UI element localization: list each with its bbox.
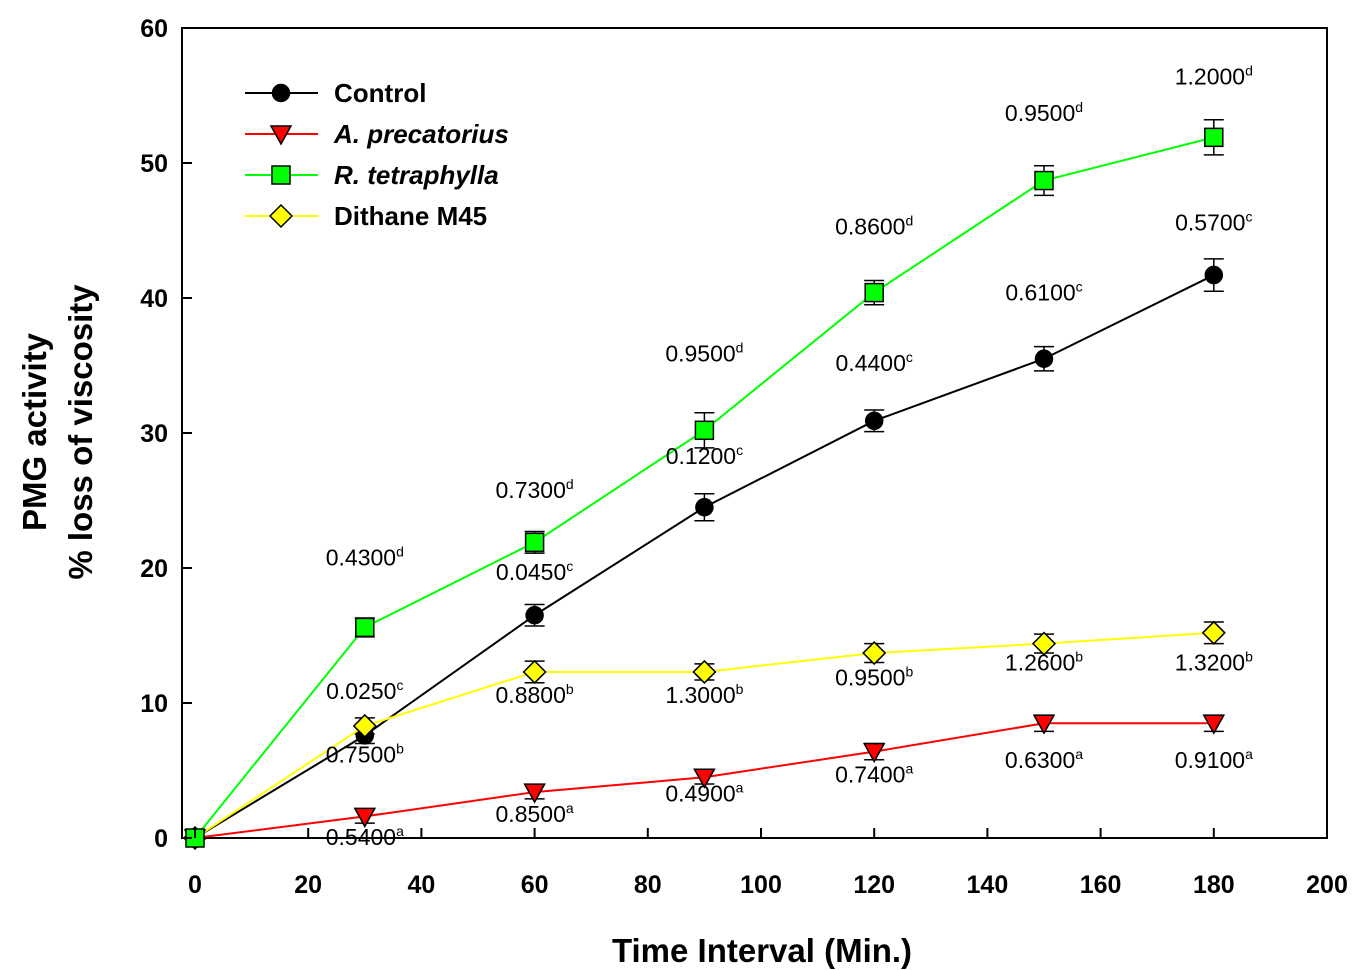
x-tick-label: 120 bbox=[853, 871, 895, 899]
data-point-a-precatorius bbox=[353, 807, 377, 828]
legend-marker bbox=[269, 125, 293, 146]
legend-label: Control bbox=[334, 78, 426, 108]
data-point-control bbox=[695, 498, 714, 517]
x-tick-label: 40 bbox=[407, 871, 435, 899]
data-point-r-tetraphylla bbox=[1034, 170, 1054, 191]
legend-item-dithane-m45: Dithane M45 bbox=[245, 201, 487, 231]
stat-annotation: 0.4300d bbox=[326, 543, 404, 570]
y-tick-label: 10 bbox=[140, 690, 168, 718]
stat-annotation: 0.6100c bbox=[1005, 279, 1082, 306]
legend: Control A. precatorius R. tetraphylla Ditha… bbox=[245, 78, 509, 231]
legend-marker bbox=[271, 83, 291, 103]
legend-item-a-precatorius: A. precatorius bbox=[245, 119, 509, 149]
legend-label: Dithane M45 bbox=[334, 201, 487, 231]
legend-marker bbox=[268, 203, 294, 229]
data-point-a-precatorius bbox=[1032, 714, 1056, 735]
legend-item-control: Control bbox=[245, 78, 426, 108]
x-tick-label: 180 bbox=[1193, 871, 1235, 899]
stat-annotation: 0.8600d bbox=[835, 213, 913, 240]
series-layer bbox=[182, 119, 1226, 851]
stat-annotation: 0.5400a bbox=[326, 823, 404, 850]
data-point-control bbox=[1204, 265, 1224, 285]
x-tick-label: 80 bbox=[634, 871, 662, 899]
data-point-dithane-m45 bbox=[1031, 631, 1057, 656]
stat-annotation: 0.0450c bbox=[496, 558, 573, 585]
x-tick-label: 0 bbox=[188, 871, 202, 899]
axis-layer: 0 20 40 60 80 100 120 140 160 180 200 0 10 20 30 40 50 60 bbox=[140, 15, 1348, 899]
legend-label: R. tetraphylla bbox=[334, 160, 499, 190]
data-point-control bbox=[525, 606, 544, 625]
data-point-r-tetraphylla bbox=[694, 420, 715, 441]
legend-label: A. precatorius bbox=[333, 119, 509, 149]
stat-annotation: 0.8500a bbox=[496, 800, 574, 827]
y-axis-title-line-1: PMG activity bbox=[16, 332, 53, 531]
data-point-a-precatorius bbox=[693, 768, 716, 789]
data-point-control bbox=[1034, 349, 1054, 368]
stat-annotation: 0.7400a bbox=[835, 761, 913, 788]
stat-annotation: 0.4900a bbox=[665, 780, 743, 807]
x-tick-label: 60 bbox=[521, 871, 549, 899]
y-axis-title-line-2: % loss of viscosity bbox=[62, 284, 99, 580]
data-point-control bbox=[864, 411, 884, 431]
x-tick-label: 140 bbox=[967, 871, 1009, 899]
data-point-a-precatorius bbox=[1202, 714, 1226, 735]
legend-item-r-tetraphylla: R. tetraphylla bbox=[245, 160, 499, 190]
y-tick-label: 30 bbox=[140, 420, 168, 448]
y-tick-label: 40 bbox=[140, 285, 168, 313]
stat-annotation: 0.0250c bbox=[326, 677, 403, 704]
stat-annotation: 0.8800b bbox=[496, 681, 574, 708]
plot-frame bbox=[181, 27, 1328, 839]
annotation-layer: 0.4300d 0.7300d 0.9500d 0.8600d 0.9500d 1.200… bbox=[326, 63, 1253, 850]
stat-annotation: 0.4400c bbox=[836, 349, 913, 376]
data-point-dithane-m45 bbox=[522, 659, 547, 685]
data-point-dithane-m45 bbox=[692, 659, 717, 685]
data-point-dithane-m45 bbox=[352, 713, 377, 739]
y-tick-label: 20 bbox=[140, 555, 168, 583]
y-tick-label: 0 bbox=[154, 825, 168, 853]
data-point-a-precatorius bbox=[862, 742, 886, 764]
data-point-r-tetraphylla bbox=[524, 532, 545, 553]
stat-annotation: 0.7500b bbox=[326, 740, 404, 767]
data-point-r-tetraphylla bbox=[864, 282, 884, 303]
stat-annotation: 0.7300d bbox=[496, 476, 574, 503]
stat-annotation: 1.3200b bbox=[1175, 649, 1253, 676]
stat-annotation: 0.6300a bbox=[1005, 746, 1083, 773]
stat-annotation: 1.2000d bbox=[1175, 63, 1253, 90]
series-r-tetraphylla bbox=[185, 119, 1224, 848]
data-point-a-precatorius bbox=[523, 783, 546, 804]
x-tick-label: 20 bbox=[294, 871, 322, 899]
x-tick-label: 200 bbox=[1306, 871, 1348, 899]
y-tick-label: 60 bbox=[140, 15, 168, 43]
stat-annotation: 0.9500d bbox=[1005, 99, 1083, 126]
x-axis-title: Time Interval (Min.) bbox=[612, 932, 912, 969]
stat-annotation: 0.1200c bbox=[666, 442, 743, 469]
series-a-precatorius bbox=[183, 714, 1226, 850]
x-tick-label: 100 bbox=[740, 871, 782, 899]
stat-annotation: 0.9500b bbox=[835, 663, 913, 690]
stat-annotation: 1.3000b bbox=[665, 681, 743, 708]
series-line-r-tetraphylla bbox=[194, 136, 1215, 839]
y-tick-label: 50 bbox=[140, 150, 168, 178]
stat-annotation: 1.2600b bbox=[1005, 649, 1083, 676]
plot-area bbox=[181, 27, 1328, 839]
data-point-r-tetraphylla bbox=[355, 617, 375, 638]
x-tick-label: 160 bbox=[1080, 871, 1122, 899]
stat-annotation: 0.9100a bbox=[1175, 746, 1253, 773]
data-point-dithane-m45 bbox=[1201, 620, 1226, 645]
stat-annotation: 0.5700c bbox=[1175, 209, 1252, 236]
data-point-dithane-m45 bbox=[862, 640, 887, 666]
data-point-r-tetraphylla bbox=[1204, 127, 1224, 148]
legend-marker bbox=[271, 165, 291, 185]
stat-annotation: 0.9500d bbox=[665, 339, 743, 366]
